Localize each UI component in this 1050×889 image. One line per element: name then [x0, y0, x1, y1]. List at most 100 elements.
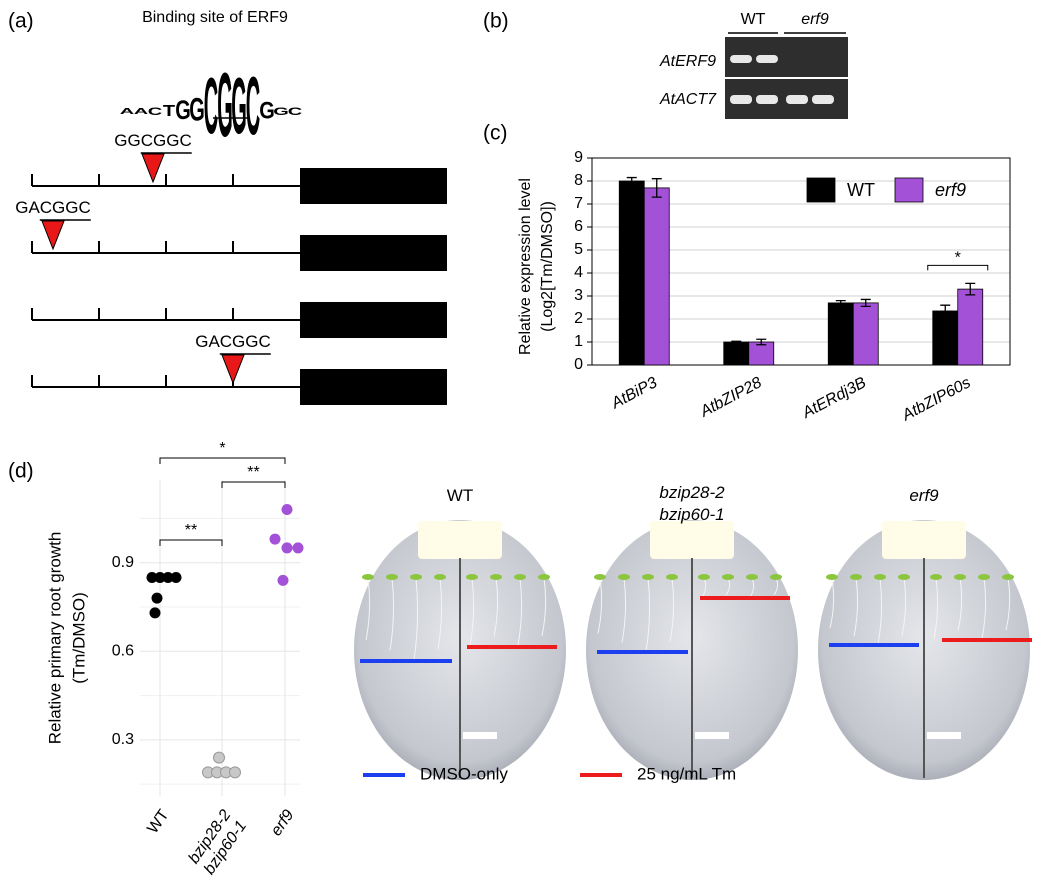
bar — [957, 288, 984, 366]
seedling-root — [517, 577, 523, 646]
y-tick-label: 9 — [574, 149, 583, 166]
error-bar — [860, 298, 871, 307]
logo-letter: G — [217, 54, 233, 155]
seedling-leaf — [538, 574, 550, 580]
logo-letter: A — [120, 107, 134, 116]
gel-bands — [730, 55, 834, 104]
data-point — [229, 766, 241, 779]
logo-letter: G — [189, 92, 205, 128]
seedling-leaf — [954, 574, 966, 580]
plate-tab — [882, 521, 966, 559]
significance-bracket — [159, 539, 223, 546]
x-tick-label-line: erf9 — [268, 807, 298, 839]
x-tick-label: bzip28-2bzip60-1 — [186, 807, 251, 878]
gene-name: AtBiP3 — [346, 175, 400, 194]
seedling-leaf — [466, 574, 478, 580]
logo-letter: C — [288, 106, 303, 118]
y-tick-label: 1 — [574, 333, 583, 350]
seedling-root — [493, 577, 499, 637]
site-marker — [221, 354, 245, 385]
gene-box — [300, 302, 447, 338]
site-core: CGGC — [40, 198, 91, 217]
data-point — [170, 571, 182, 583]
site-label: GACGGC — [195, 332, 271, 351]
seedling-leaf — [898, 574, 910, 580]
logo-letter: C — [246, 60, 260, 152]
panel-label: (a) — [8, 10, 34, 33]
bar — [748, 341, 775, 366]
data-point — [154, 571, 166, 583]
y-tick-label: 0.3 — [112, 731, 134, 748]
y-axis-label: Relative primary root growth — [45, 532, 64, 745]
site-prefix: GA — [195, 332, 220, 351]
lane-label: erf9 — [801, 11, 829, 28]
significance-label: ** — [185, 522, 197, 539]
data-point — [269, 533, 281, 545]
significance-label: ** — [247, 464, 259, 481]
data-point — [292, 542, 304, 554]
bar — [618, 180, 645, 366]
seedling-leaf — [698, 574, 710, 580]
plate-tab — [650, 521, 734, 559]
motif-title: Binding site of ERF9 — [142, 9, 288, 26]
y-tick-label: 6 — [574, 218, 583, 235]
x-tick-label: AtbZIP60s — [899, 374, 974, 425]
seedling-root — [645, 577, 651, 652]
legend-label: 25 ng/mL Tm — [637, 764, 736, 783]
seedling-root — [981, 577, 987, 639]
seedling-leaf — [362, 574, 374, 580]
x-tick-label: AtBiP3 — [608, 374, 660, 413]
plot-frame — [591, 157, 1011, 366]
gene-label: AtERF9 — [659, 53, 716, 70]
error-bar — [965, 282, 976, 296]
site-prefix: GG — [114, 131, 140, 150]
seedling-leaf — [410, 574, 422, 580]
site-label: GACGGC — [15, 198, 91, 217]
seedling-root — [389, 577, 395, 651]
scale-bar — [927, 732, 961, 739]
significance-bracket — [927, 264, 989, 271]
genotype-label-line: bzip60-1 — [659, 505, 724, 524]
genotype-label-line: erf9 — [909, 486, 939, 505]
seedling-root — [597, 577, 603, 634]
seedling-leaf — [826, 574, 838, 580]
seedling-root — [365, 577, 371, 641]
seedling-root — [621, 577, 627, 643]
gene-name: AtbZIP28 — [337, 242, 409, 261]
gene-box — [300, 168, 447, 204]
site-prefix: GA — [15, 198, 40, 217]
panel-label: (b) — [483, 10, 509, 33]
seedling-leaf — [746, 574, 758, 580]
seedling-leaf — [514, 574, 526, 580]
seedling-leaf — [666, 574, 678, 580]
seedling-leaf — [642, 574, 654, 580]
seedling-leaf — [1002, 574, 1014, 580]
y-tick-label: 0 — [574, 356, 583, 373]
site-marker — [141, 153, 165, 184]
logo-letter: C — [204, 62, 218, 151]
x-tick-label-line: WT — [145, 807, 173, 837]
bar — [643, 187, 670, 366]
seedling-root — [957, 577, 963, 631]
y-tick-label: 3 — [574, 287, 583, 304]
bar — [827, 302, 854, 366]
legend-label: DMSO-only — [420, 764, 508, 783]
x-tick-label: AtbZIP28 — [697, 374, 765, 421]
seedling-root — [853, 577, 859, 637]
y-tick-label: 2 — [574, 310, 583, 327]
legend-label: erf9 — [935, 180, 966, 200]
y-tick-label: 0.6 — [112, 643, 134, 660]
seedling-leaf — [770, 574, 782, 580]
seedling-leaf — [978, 574, 990, 580]
legend-swatch — [806, 177, 836, 203]
gene-box — [300, 235, 447, 271]
seedling-leaf — [386, 574, 398, 580]
data-point — [281, 542, 293, 554]
genotype-label: bzip28-2 bzip60-1 — [659, 483, 725, 524]
y-axis-label: (Tm/DMSO) — [69, 592, 88, 684]
seedling-root — [669, 577, 675, 642]
seedling-leaf — [722, 574, 734, 580]
gene-label: AtACT7 — [659, 91, 717, 108]
logo-letter: T — [163, 102, 175, 120]
